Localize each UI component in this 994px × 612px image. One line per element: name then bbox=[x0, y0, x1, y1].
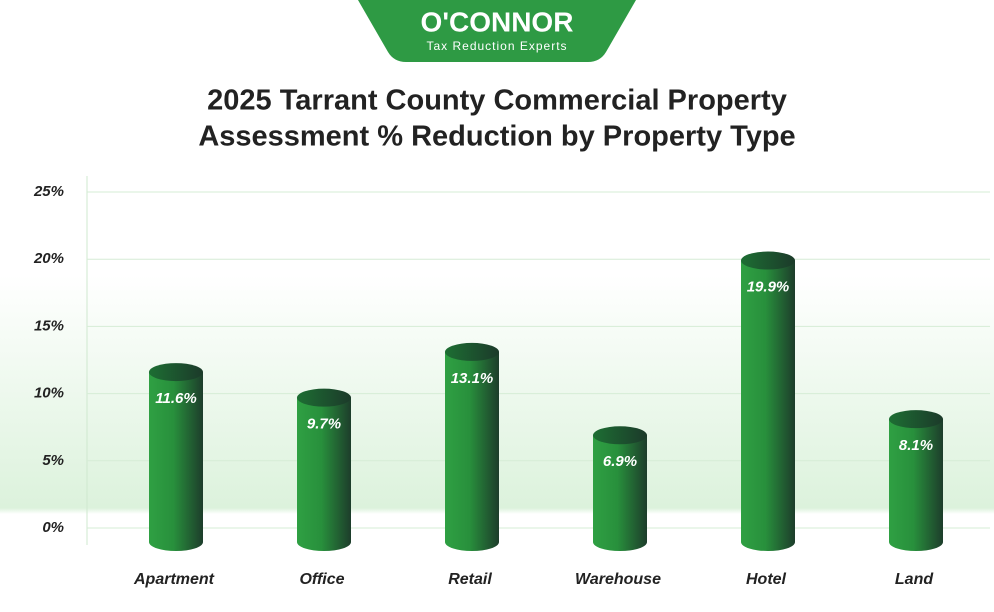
bar bbox=[593, 426, 647, 551]
logo-badge bbox=[358, 0, 636, 62]
bar-body bbox=[593, 435, 647, 542]
logo-name: O'CONNOR bbox=[421, 6, 574, 37]
value-label: 19.9% bbox=[747, 279, 790, 296]
bar bbox=[741, 251, 795, 551]
x-tick-label: Land bbox=[895, 571, 934, 588]
value-label: 13.1% bbox=[451, 370, 494, 387]
bar-top bbox=[593, 426, 647, 445]
x-tick-label: Warehouse bbox=[575, 571, 661, 588]
value-label: 9.7% bbox=[307, 416, 341, 433]
x-tick-label: Retail bbox=[448, 571, 492, 588]
bar bbox=[445, 342, 499, 551]
y-tick-label: 0% bbox=[42, 519, 64, 536]
bar-top bbox=[741, 251, 795, 270]
bar-top bbox=[889, 410, 943, 429]
value-label: 8.1% bbox=[899, 437, 933, 454]
bar bbox=[297, 388, 351, 551]
bar-top bbox=[445, 342, 499, 361]
bar-body bbox=[149, 372, 203, 542]
bar bbox=[889, 410, 943, 551]
y-tick-label: 10% bbox=[34, 385, 64, 402]
bar-top bbox=[149, 363, 203, 382]
logo-tagline: Tax Reduction Experts bbox=[426, 39, 567, 53]
bar-body bbox=[741, 260, 795, 542]
bar bbox=[149, 363, 203, 551]
x-tick-label: Apartment bbox=[133, 571, 215, 588]
bar-top bbox=[297, 388, 351, 407]
x-tick-label: Office bbox=[299, 571, 344, 588]
chart-title: 2025 Tarrant County Commercial Property bbox=[207, 85, 787, 117]
value-label: 6.9% bbox=[603, 453, 637, 470]
y-tick-label: 15% bbox=[34, 317, 64, 334]
x-tick-label: Hotel bbox=[746, 571, 787, 588]
y-tick-label: 5% bbox=[42, 452, 64, 469]
bar-body bbox=[297, 397, 351, 542]
chart-title: Assessment % Reduction by Property Type bbox=[198, 121, 795, 153]
value-label: 11.6% bbox=[155, 390, 196, 407]
y-tick-label: 25% bbox=[33, 183, 64, 200]
y-tick-label: 20% bbox=[33, 250, 64, 267]
bar-body bbox=[889, 419, 943, 542]
bar-body bbox=[445, 351, 499, 542]
